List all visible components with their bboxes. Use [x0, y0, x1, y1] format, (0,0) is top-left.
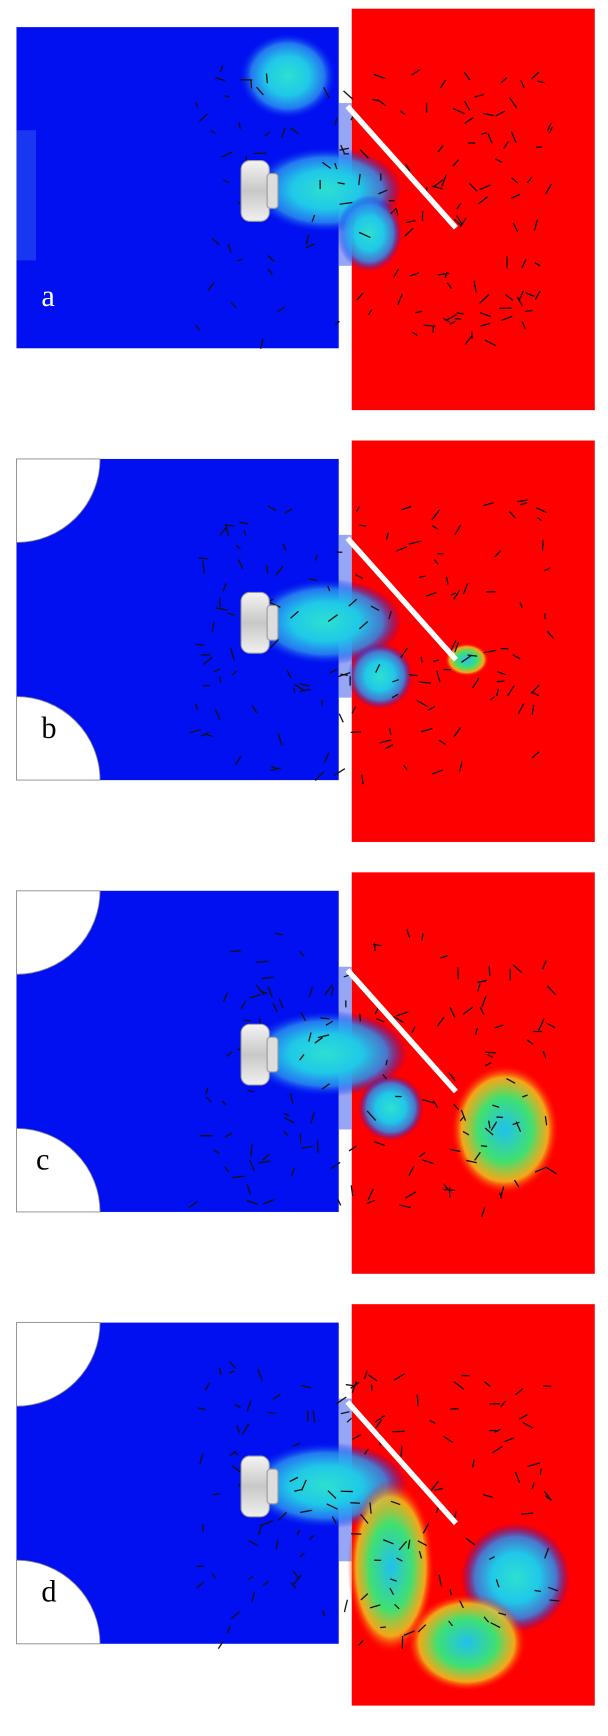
nozzle	[241, 161, 269, 222]
velocity-vector	[489, 966, 490, 976]
nozzle-tip	[267, 1469, 278, 1504]
edge-glow	[16, 130, 36, 260]
velocity-vector	[417, 1394, 418, 1405]
velocity-vector	[450, 1409, 458, 1410]
velocity-vector	[481, 1146, 487, 1147]
velocity-vector	[497, 681, 505, 682]
velocity-vector	[485, 1052, 496, 1053]
page: abcd (() => { const data = JSON.parse(do…	[0, 0, 608, 1736]
velocity-vector	[254, 153, 267, 154]
nozzle	[241, 1024, 269, 1085]
velocity-vector	[320, 1018, 329, 1019]
velocity-vector	[458, 967, 459, 979]
velocity-vector	[268, 1412, 275, 1413]
plume	[358, 1075, 423, 1140]
velocity-vector	[266, 74, 267, 84]
velocity-vector	[317, 1141, 318, 1153]
plume	[337, 195, 402, 271]
plume	[407, 1594, 526, 1692]
panel-label: b	[41, 711, 56, 745]
panel-label: d	[41, 1574, 56, 1608]
nozzle-tip	[267, 605, 278, 640]
velocity-vector	[424, 325, 436, 326]
velocity-vector	[401, 1446, 402, 1457]
velocity-vector	[543, 1386, 552, 1387]
velocity-vector	[344, 91, 353, 99]
panel-label: a	[41, 279, 55, 313]
velocity-vector	[230, 951, 241, 952]
velocity-vector	[203, 1524, 204, 1531]
plume	[239, 33, 337, 120]
velocity-vector	[339, 714, 343, 723]
velocity-vector	[380, 1627, 386, 1628]
nozzle-tip	[267, 174, 278, 209]
panel: d	[16, 1304, 594, 1705]
plume	[450, 1064, 558, 1194]
velocity-vector	[350, 1503, 360, 1504]
velocity-vector	[374, 942, 375, 951]
velocity-vector	[543, 540, 544, 550]
plume	[347, 643, 412, 708]
velocity-vector	[220, 598, 221, 607]
nozzle	[241, 592, 269, 653]
nozzle-tip	[267, 1037, 278, 1072]
panel: a	[16, 9, 594, 410]
velocity-vector	[351, 732, 361, 733]
panel: c	[16, 872, 594, 1273]
velocity-vector	[294, 688, 295, 693]
velocity-vector	[360, 1014, 361, 1022]
figure: a b c d	[0, 0, 608, 1736]
velocity-vector	[455, 318, 461, 319]
panel: b	[16, 441, 594, 842]
nozzle	[241, 1456, 269, 1517]
velocity-vector	[251, 80, 252, 88]
panel-label: c	[36, 1143, 49, 1177]
velocity-vector	[344, 1600, 347, 1612]
